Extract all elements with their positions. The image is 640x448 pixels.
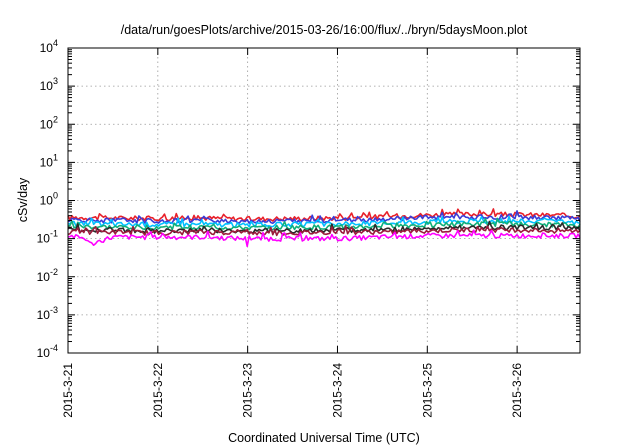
x-tick-label: 2015-3-22 — [151, 363, 165, 418]
series-line — [67, 208, 581, 222]
x-tick-label: 2015-3-23 — [241, 363, 255, 418]
y-tick-label: 100 — [40, 191, 58, 208]
series-layer — [67, 208, 581, 248]
y-axis: 10-4 10-3 10-2 10-1 100 101 102 103 104 — [37, 38, 580, 360]
chart-title: /data/run/goesPlots/archive/2015-03-26/1… — [121, 23, 528, 37]
y-tick-label: 10-3 — [37, 305, 58, 322]
y-tick-label: 102 — [40, 114, 58, 131]
y-axis-label: cSv/day — [16, 177, 30, 222]
x-axis-label: Coordinated Universal Time (UTC) — [228, 431, 420, 445]
x-tick-label: 2015-3-26 — [510, 363, 524, 418]
x-axis: 2015-3-21 2015-3-22 2015-3-23 2015-3-24 2015… — [61, 48, 524, 418]
x-tick-label: 2015-3-24 — [330, 363, 344, 418]
x-tick-label: 2015-3-21 — [61, 363, 75, 418]
y-tick-label: 104 — [40, 38, 58, 55]
grid — [68, 48, 580, 353]
series-line — [67, 229, 581, 248]
y-tick-label: 10-2 — [37, 267, 58, 284]
y-tick-label: 10-1 — [37, 229, 58, 246]
series-line — [67, 215, 581, 228]
y-tick-label: 101 — [40, 152, 58, 169]
x-tick-label: 2015-3-25 — [420, 363, 434, 418]
y-tick-label: 10-4 — [37, 343, 58, 360]
series-line — [67, 210, 581, 225]
series-line — [67, 225, 581, 237]
y-tick-label: 103 — [40, 76, 58, 93]
series-line — [67, 220, 581, 234]
